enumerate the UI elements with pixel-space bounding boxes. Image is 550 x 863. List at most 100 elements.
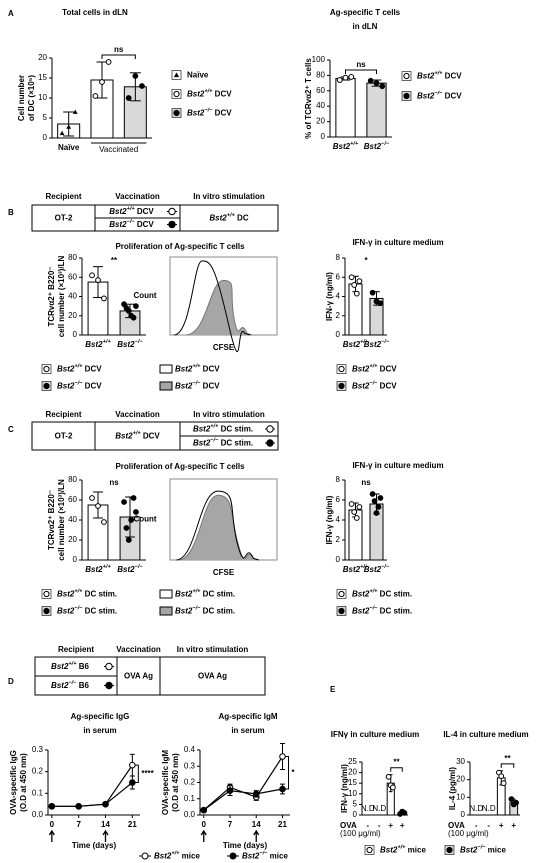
text-part: 0 — [73, 555, 78, 564]
x-tick-label: 0 — [202, 820, 207, 829]
legend-label: Bst2−/− DC stim. — [175, 606, 235, 616]
legend-label: Bst2+/+ DCV — [352, 364, 397, 374]
text-part: +/+ — [68, 661, 77, 667]
y-axis-label: OVA-specific IgG — [9, 750, 18, 815]
series-line — [51, 764, 133, 807]
bar — [366, 82, 387, 138]
significance: ns — [361, 478, 371, 487]
text-part: 10 — [38, 93, 47, 102]
text-part: 80 — [68, 475, 77, 484]
point — [498, 773, 505, 780]
point — [369, 289, 376, 296]
text-part: DCV — [377, 365, 397, 374]
legend-label: Bst2−/− DCV — [352, 381, 397, 391]
text-part: DCV — [82, 365, 102, 374]
y-axis-label: Count — [133, 291, 156, 300]
text-part: Bst2 — [187, 109, 205, 118]
text-part: Bst2 — [460, 846, 478, 855]
text-part: Time (days) — [223, 841, 268, 850]
text-part: +/+ — [74, 589, 83, 595]
symbol — [105, 681, 113, 690]
x-tick-label: 0 — [50, 820, 55, 829]
text-part: 0 — [461, 810, 466, 819]
symbol — [168, 220, 176, 229]
text-part: Naïve — [187, 71, 209, 80]
series-line — [203, 788, 283, 811]
treatment-sign: + — [511, 821, 516, 830]
text-part: +/+ — [210, 424, 219, 430]
chart-title: in dLN — [353, 22, 378, 31]
chart-title: IFN-γ in culture medium — [352, 461, 443, 470]
treatment-sign: - — [487, 821, 490, 830]
point — [43, 365, 50, 373]
x-tick-label: Bst2−/− — [364, 339, 390, 349]
chart-title: IL-4 in culture medium — [443, 730, 528, 739]
y-axis-label: OVA-specific IgM — [161, 750, 170, 816]
point — [373, 510, 380, 516]
value-label: N.D — [469, 804, 483, 813]
text-part: 60 — [68, 495, 77, 504]
point — [43, 382, 50, 390]
point — [403, 72, 410, 80]
heading: Proliferation of Ag-specific T cells — [115, 462, 245, 471]
treatment-label: OVA — [340, 821, 357, 830]
text-part: −/− — [74, 606, 83, 612]
y-axis-label: (O.D at 450 nm) — [171, 753, 180, 812]
text-part: 20 — [316, 117, 325, 126]
text-part: OVA — [448, 821, 465, 830]
text-part: +/+ — [192, 364, 201, 370]
text-part: mice — [179, 852, 200, 861]
legend-label: Bst2+/+ DC stim. — [352, 589, 412, 599]
arrow — [253, 829, 260, 842]
text-part: 80 — [316, 71, 325, 80]
text-part: Bst2 — [242, 852, 260, 861]
chart-title: Ag-specific IgG — [71, 712, 130, 721]
text-part: 2 — [336, 311, 341, 320]
text-part: - — [475, 821, 478, 830]
y-tick-label: 0 — [73, 330, 78, 339]
y-tick-label: 80 — [68, 253, 77, 262]
table-header: Vaccination — [115, 410, 160, 419]
chart-title: in serum — [231, 726, 264, 735]
text-part: +/+ — [369, 589, 378, 595]
text-part: −/− — [259, 851, 268, 857]
text-part: Recipient — [45, 410, 81, 419]
text-part: −/− — [477, 845, 486, 851]
text-part: TCRvα2⁺ B220⁻ — [47, 266, 56, 326]
y-tick-label: 0 — [321, 132, 326, 141]
text-part: Bst2 — [193, 439, 211, 448]
text-part: cell number (×10³)/LN — [57, 255, 66, 337]
group-label: Vaccinated — [99, 145, 138, 154]
significance: **** — [141, 769, 154, 778]
x-tick-label: Bst2+/+ — [85, 564, 111, 574]
table-header: Vaccination — [115, 192, 160, 201]
legend-label: Bst2−/− DCV — [57, 381, 102, 391]
histogram-curve — [176, 490, 259, 561]
point — [371, 498, 378, 504]
table-cell: Bst2+/+ DC — [209, 213, 248, 223]
y-axis-label: IL-4 (pg/ml) — [448, 767, 457, 810]
y-axis-label: TCRvα2⁺ B220⁻ — [47, 490, 56, 550]
text-part: −/− — [74, 381, 83, 387]
text-part: 0.4 — [184, 745, 196, 754]
panel-label: D — [8, 677, 14, 686]
point — [89, 495, 95, 501]
legend-swatch — [159, 606, 173, 616]
legend-label: Bst2+/+ DCV — [57, 364, 102, 374]
y-axis-label: cell number (×10³)/LN — [57, 479, 66, 561]
text-part: 4 — [336, 515, 341, 524]
text-part: D — [8, 677, 14, 686]
x-axis-label: Time (days) — [72, 841, 117, 850]
y-tick-label: 0.3 — [184, 761, 196, 770]
text-part: **** — [141, 769, 154, 778]
text-part: B6 — [76, 681, 89, 690]
point — [377, 495, 384, 501]
text-part: −/− — [68, 680, 77, 686]
text-part: DC stim. — [200, 590, 235, 599]
point — [513, 799, 519, 806]
text-part: IL-4 (pg/ml) — [448, 767, 457, 810]
x-tick-label: Bst2+/+ — [343, 339, 369, 349]
point — [75, 803, 82, 810]
significance-bracket — [390, 767, 403, 772]
legend-label: Bst2−/− DC stim. — [57, 606, 117, 616]
